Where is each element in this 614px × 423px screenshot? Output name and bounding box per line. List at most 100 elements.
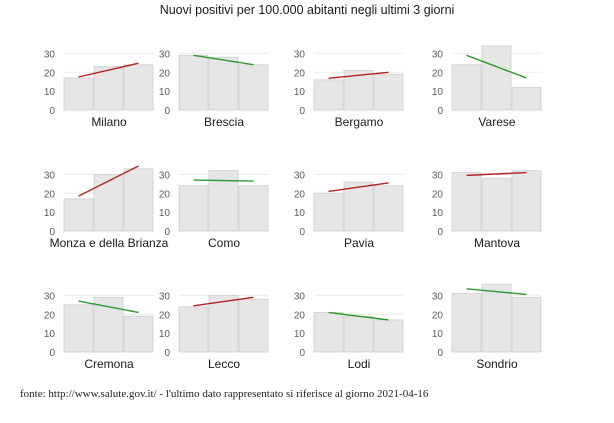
trend-line-bergamo (328, 71, 389, 80)
bar-mantova-3 (511, 170, 542, 232)
bar-brescia-3 (238, 64, 269, 111)
y-tick-label-varese-0: 0 (437, 106, 443, 117)
y-tick-label-monza-e-della-brianza-10: 10 (44, 208, 56, 219)
panel-label-varese: Varese (478, 115, 515, 129)
chart-title: Nuovi positivi per 100.000 abitanti negl… (160, 3, 455, 17)
y-tick-label-lecco-0: 0 (164, 348, 170, 359)
y-tick-label-milano-10: 10 (44, 87, 56, 98)
bar-monza-e-della-brianza-1 (63, 198, 94, 232)
y-tick-label-bergamo-30: 30 (294, 49, 306, 60)
bar-lecco-1 (178, 306, 209, 353)
bar-brescia-2 (208, 56, 239, 111)
y-tick-label-cremona-10: 10 (44, 329, 56, 340)
trend-line-varese (466, 54, 527, 79)
panel-label-como: Como (208, 236, 240, 250)
y-tick-label-brescia-20: 20 (159, 68, 171, 79)
bar-lodi-1 (313, 311, 344, 353)
y-tick-label-sondrio-0: 0 (437, 348, 443, 359)
y-tick-label-como-30: 30 (159, 170, 171, 181)
y-tick-label-mantova-0: 0 (437, 227, 443, 238)
y-tick-label-varese-10: 10 (432, 87, 444, 98)
trend-line-lodi (328, 311, 389, 321)
bar-bergamo-1 (313, 79, 344, 111)
bar-monza-e-della-brianza-3 (123, 168, 154, 232)
bar-lodi-2 (343, 315, 374, 353)
y-tick-label-mantova-20: 20 (432, 189, 444, 200)
bar-sondrio-2 (481, 283, 512, 353)
panel-label-monza-e-della-brianza: Monza e della Brianza (50, 236, 169, 250)
y-tick-label-bergamo-10: 10 (294, 87, 306, 98)
y-tick-label-varese-30: 30 (432, 49, 444, 60)
bar-lecco-3 (238, 298, 269, 353)
bar-bergamo-3 (373, 73, 404, 111)
y-tick-label-mantova-10: 10 (432, 208, 444, 219)
y-tick-label-sondrio-30: 30 (432, 291, 444, 302)
y-tick-label-como-20: 20 (159, 189, 171, 200)
panel-label-sondrio: Sondrio (476, 357, 518, 371)
bar-lodi-3 (373, 319, 404, 353)
y-tick-label-cremona-30: 30 (44, 291, 56, 302)
trend-line-pavia (328, 182, 389, 193)
panel-label-lodi: Lodi (348, 357, 371, 371)
bar-pavia-3 (373, 185, 404, 232)
y-tick-label-lodi-10: 10 (294, 329, 306, 340)
bar-varese-2 (481, 45, 512, 111)
trend-line-cremona (78, 300, 139, 314)
y-tick-label-brescia-30: 30 (159, 49, 171, 60)
panel-label-mantova: Mantova (474, 236, 520, 250)
y-tick-label-lodi-20: 20 (294, 310, 306, 321)
y-tick-label-pavia-30: 30 (294, 170, 306, 181)
y-tick-label-cremona-0: 0 (49, 348, 55, 359)
y-tick-label-como-10: 10 (159, 208, 171, 219)
panel-label-milano: Milano (91, 115, 127, 129)
panel-label-cremona: Cremona (84, 357, 134, 371)
bar-milano-2 (93, 66, 124, 111)
y-tick-label-pavia-10: 10 (294, 208, 306, 219)
source-note: fonte: http://www.salute.gov.it/ - l'ult… (20, 388, 429, 400)
y-tick-label-monza-e-della-brianza-30: 30 (44, 170, 56, 181)
bar-varese-3 (511, 86, 542, 111)
trend-line-sondrio (466, 288, 527, 296)
bar-mantova-1 (451, 172, 482, 232)
y-tick-label-lodi-30: 30 (294, 291, 306, 302)
y-tick-label-cremona-20: 20 (44, 310, 56, 321)
y-tick-label-mantova-30: 30 (432, 170, 444, 181)
bar-sondrio-3 (511, 296, 542, 353)
y-tick-label-varese-20: 20 (432, 68, 444, 79)
bar-como-3 (238, 185, 269, 232)
panel-label-brescia: Brescia (204, 115, 244, 129)
y-tick-label-pavia-0: 0 (299, 227, 305, 238)
bar-brescia-1 (178, 54, 209, 111)
y-tick-label-lodi-0: 0 (299, 348, 305, 359)
bar-pavia-1 (313, 192, 344, 232)
bar-bergamo-2 (343, 70, 374, 111)
y-tick-label-como-0: 0 (164, 227, 170, 238)
y-tick-label-brescia-0: 0 (164, 106, 170, 117)
bar-lecco-2 (208, 295, 239, 353)
y-tick-label-milano-30: 30 (44, 49, 56, 60)
trend-line-mantova (466, 171, 527, 177)
y-tick-label-lecco-30: 30 (159, 291, 171, 302)
panel-label-pavia: Pavia (344, 236, 374, 250)
y-tick-label-monza-e-della-brianza-0: 0 (49, 227, 55, 238)
bar-monza-e-della-brianza-2 (93, 174, 124, 232)
y-tick-label-milano-0: 0 (49, 106, 55, 117)
panel-label-lecco: Lecco (208, 357, 240, 371)
bar-como-1 (178, 185, 209, 232)
bar-sondrio-1 (451, 293, 482, 353)
trend-line-brescia (193, 54, 254, 66)
bar-cremona-3 (123, 315, 154, 353)
bar-mantova-2 (481, 177, 512, 232)
trend-line-como (193, 179, 254, 182)
bar-pavia-2 (343, 181, 374, 232)
trend-line-milano (78, 62, 139, 78)
y-tick-label-bergamo-0: 0 (299, 106, 305, 117)
bar-milano-3 (123, 64, 154, 111)
y-tick-label-sondrio-10: 10 (432, 329, 444, 340)
trend-line-lecco (193, 296, 254, 307)
y-tick-label-pavia-20: 20 (294, 189, 306, 200)
y-tick-label-lecco-10: 10 (159, 329, 171, 340)
panel-label-bergamo: Bergamo (335, 115, 384, 129)
